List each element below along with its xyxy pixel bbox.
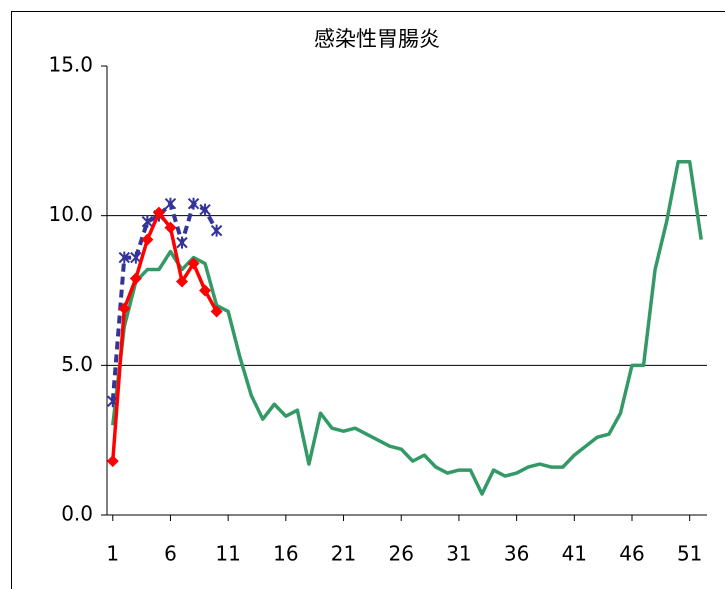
data-point	[164, 221, 177, 234]
x-tick-label: 21	[331, 542, 356, 566]
data-point	[130, 251, 142, 264]
data-point	[164, 197, 177, 210]
data-point	[210, 305, 223, 318]
y-tick-label: 0.0	[61, 502, 93, 526]
data-point	[187, 257, 200, 270]
data-point	[199, 203, 211, 216]
data-point	[152, 206, 165, 219]
y-tick-label: 5.0	[61, 352, 93, 376]
data-point	[176, 236, 188, 249]
x-tick-label: 6	[164, 542, 177, 566]
x-tick-label: 16	[273, 542, 298, 566]
x-tick-label: 11	[215, 542, 240, 566]
series-line	[110, 201, 219, 402]
data-point	[141, 215, 154, 228]
x-tick-label: 31	[446, 542, 471, 566]
x-tick-label: 26	[389, 542, 414, 566]
series-line	[111, 160, 703, 496]
x-tick-label: 51	[677, 542, 702, 566]
data-point	[141, 233, 154, 246]
y-tick-label: 15.0	[48, 53, 93, 77]
data-point	[187, 197, 200, 210]
data-point	[129, 272, 142, 285]
chart-frame	[11, 11, 725, 589]
x-tick-label: 1	[106, 542, 119, 566]
y-tick-label: 10.0	[48, 202, 93, 226]
data-point	[176, 275, 188, 288]
data-point	[199, 284, 212, 297]
data-point	[118, 302, 131, 315]
data-point	[210, 224, 223, 237]
x-tick-label: 46	[619, 542, 644, 566]
x-tick-label: 41	[562, 542, 587, 566]
series-line	[111, 210, 219, 462]
data-point	[118, 251, 131, 264]
x-tick-label: 36	[504, 542, 529, 566]
data-point	[106, 455, 119, 468]
chart-title: 感染性胃腸炎	[314, 27, 440, 51]
